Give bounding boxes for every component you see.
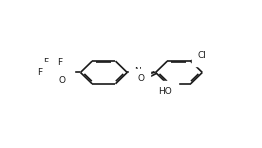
Text: O: O — [137, 74, 144, 83]
Text: F: F — [37, 68, 42, 77]
Text: H: H — [137, 67, 143, 76]
Text: N: N — [134, 67, 141, 76]
Text: O: O — [58, 60, 65, 69]
Text: Cl: Cl — [198, 52, 207, 61]
Text: F: F — [43, 58, 48, 67]
Text: HO: HO — [158, 87, 172, 96]
Text: O: O — [58, 76, 65, 85]
Text: S: S — [62, 67, 69, 77]
Text: F: F — [57, 58, 62, 67]
